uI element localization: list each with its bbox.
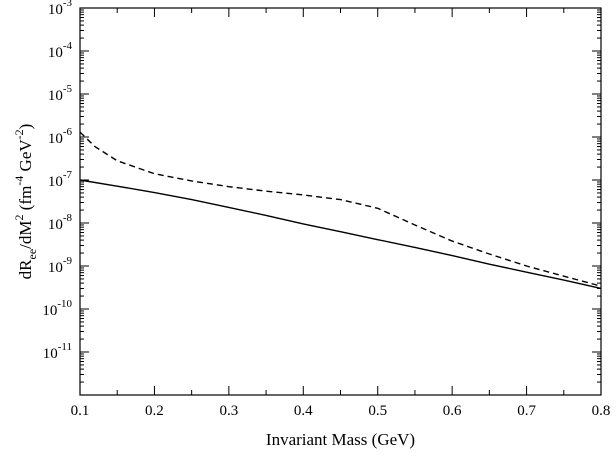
series-line-solid (79, 179, 602, 290)
y-axis-title-sup-gev: -2 (12, 129, 26, 139)
y-tick-label-base: 10 (48, 88, 63, 104)
y-tick-label-exponent: -6 (63, 126, 73, 138)
y-tick-label: 10-9 (48, 255, 73, 276)
y-axis-title-sup-fm: -4 (12, 176, 26, 186)
x-axis-title: Invariant Mass (GeV) (266, 430, 415, 449)
y-axis-title-open: (fm (16, 186, 35, 215)
series-line-dashed (79, 131, 602, 287)
y-tick-label: 10-6 (48, 126, 73, 147)
y-tick-label: 10-11 (43, 341, 72, 362)
y-tick-label-exponent: -10 (57, 298, 72, 310)
x-tick-label: 0.2 (145, 403, 164, 419)
y-axis-title-mid: /dM (16, 220, 35, 248)
y-tick-label-base: 10 (43, 346, 58, 362)
y-tick-label: 10-3 (48, 0, 73, 18)
x-tick-label: 0.8 (592, 403, 611, 419)
y-axis-title-base: dR (16, 259, 35, 280)
x-axis-ticks: 0.1 0.2 0.3 0.4 0.5 0.6 0.7 0.8 (71, 8, 611, 419)
y-axis-title-close: ) (16, 124, 35, 130)
y-tick-label-base: 10 (42, 303, 57, 319)
x-tick-label: 0.7 (517, 403, 536, 419)
y-tick-label: 10-5 (48, 83, 73, 104)
y-tick-label-base: 10 (48, 174, 63, 190)
y-tick-label: 10-8 (48, 212, 73, 233)
y-tick-label: 10-4 (48, 40, 73, 61)
y-tick-label-exponent: -8 (63, 212, 73, 224)
y-tick-label-exponent: -9 (63, 255, 73, 267)
y-axis-title-sup2: 2 (12, 214, 26, 220)
y-tick-label-base: 10 (48, 217, 63, 233)
x-tick-label: 0.6 (443, 403, 462, 419)
x-tick-label: 0.4 (294, 403, 313, 419)
y-tick-label-exponent: -5 (63, 83, 73, 95)
y-axis-title-sub: ee (25, 249, 39, 260)
y-axis-title-gev: GeV (16, 139, 35, 176)
plot-frame (79, 7, 602, 396)
y-tick-label-base: 10 (48, 2, 63, 18)
x-tick-label: 0.1 (71, 403, 90, 419)
y-tick-label-base: 10 (48, 131, 63, 147)
y-tick-label: 10-7 (48, 169, 73, 190)
y-tick-label-exponent: -4 (63, 40, 73, 52)
series-lines (79, 131, 602, 290)
y-tick-label-base: 10 (48, 260, 63, 276)
y-tick-label-exponent: -3 (63, 0, 73, 9)
x-tick-label: 0.5 (368, 403, 387, 419)
y-tick-label-exponent: -7 (63, 169, 73, 181)
y-tick-label-exponent: -11 (58, 341, 72, 353)
x-tick-label: 0.3 (219, 403, 238, 419)
y-tick-label: 10-10 (42, 298, 72, 319)
y-axis-title: dRee/dM2 (fm-4 GeV-2) (12, 124, 39, 280)
y-tick-label-base: 10 (48, 45, 63, 61)
